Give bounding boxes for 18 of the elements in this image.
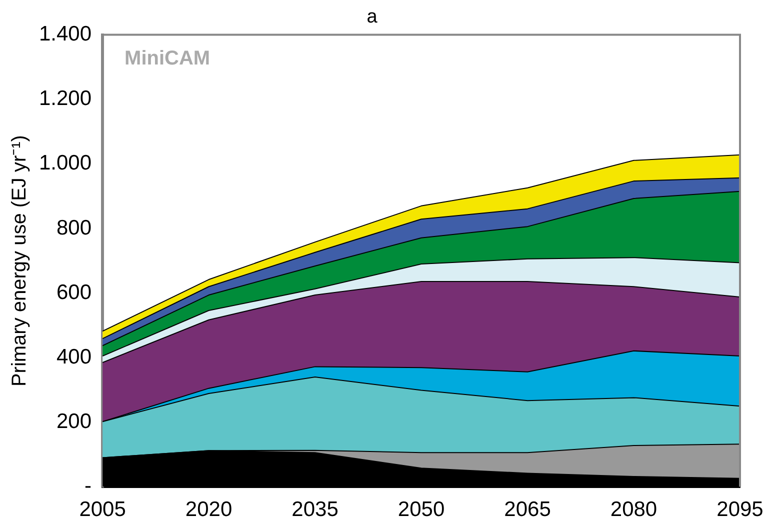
annotation: MiniCAM: [124, 47, 210, 70]
y-tick-label: 1.200: [38, 87, 92, 110]
y-tick-label: 800: [56, 216, 92, 240]
x-tick-label: 2065: [504, 498, 551, 522]
x-tick-label: 2080: [610, 498, 658, 522]
x-tick-label: 2050: [398, 498, 445, 522]
y-tick-label: 1.400: [38, 22, 92, 46]
y-tick-label: 1.000: [38, 152, 92, 175]
y-axis-title: Primary energy use (EJ yr⁻¹): [8, 135, 31, 387]
y-tick-label: 400: [56, 345, 92, 368]
x-tick-label: 2095: [716, 498, 764, 522]
x-tick-label: 2005: [79, 498, 126, 522]
y-tick-label: 600: [56, 280, 92, 304]
x-tick-label: 2020: [185, 498, 232, 522]
y-tick-label: 200: [56, 410, 92, 434]
y-tick-label: -: [84, 474, 92, 498]
x-tick-label: 2035: [292, 498, 338, 522]
chart-title: a: [366, 6, 378, 28]
